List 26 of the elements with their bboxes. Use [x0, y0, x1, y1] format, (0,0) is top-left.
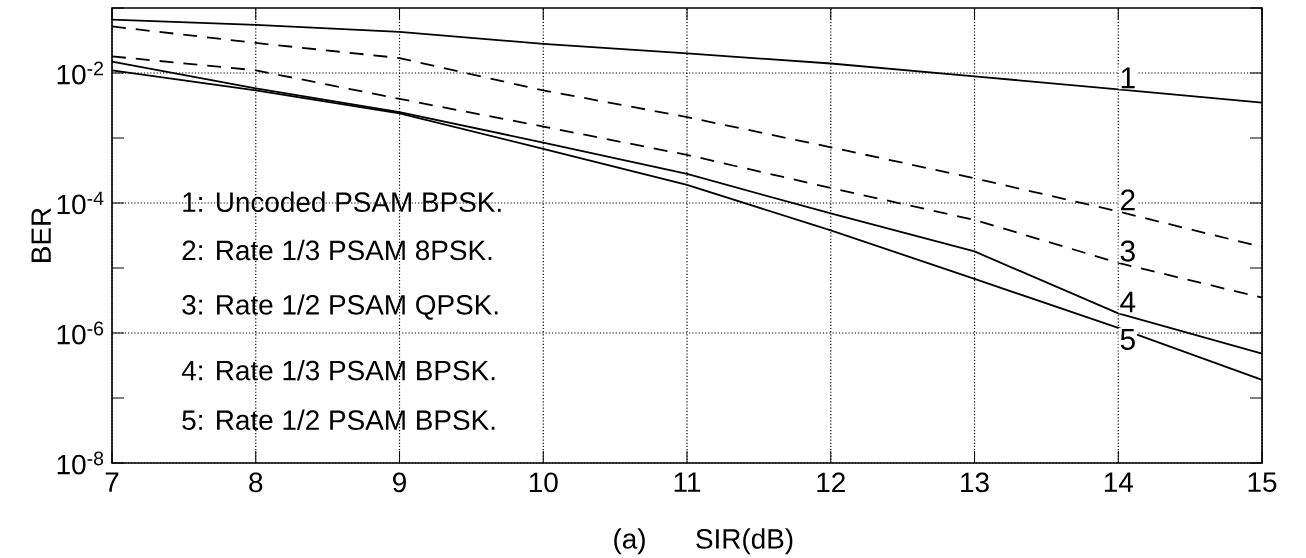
x-tick-label: 15: [1248, 472, 1277, 493]
annotation: 3: Rate 1/2 PSAM QPSK.: [182, 294, 498, 320]
annotation: 1: Uncoded PSAM BPSK.: [183, 191, 501, 213]
x-tick-label: 10: [529, 472, 558, 493]
series-label: 1: [1121, 67, 1135, 89]
series-label: 2: [1120, 189, 1135, 211]
x-tick-label: 14: [1104, 472, 1133, 492]
series-label: 4: [1120, 291, 1136, 313]
y-tick-label: 10$^{-6}$: [57, 321, 104, 345]
y-axis-title: BER: [31, 208, 51, 263]
x-axis-title: SIR(dB): [696, 528, 793, 555]
annotation: 2: Rate 1/3 PSAM 8PSK.: [182, 240, 492, 261]
x-tick-label: 11: [674, 472, 701, 492]
y-tick-label: 10$^{-8}$: [57, 451, 104, 475]
y-tick-label: 10$^{-4}$: [57, 191, 104, 215]
text: (a): [614, 528, 645, 555]
annotation: 5: Rate 1/2 PSAM BPSK.: [182, 409, 495, 431]
x-tick-label: 12: [817, 472, 845, 493]
y-tick-label: 10$^{-2}$: [57, 61, 103, 85]
series-label: 3: [1120, 240, 1135, 262]
x-tick-label: 7: [105, 472, 119, 492]
x-tick-label: 13: [961, 472, 989, 493]
annotation: 4: Rate 1/3 PSAM BPSK.: [181, 360, 495, 381]
series-label: 5: [1120, 329, 1135, 351]
x-tick-label: 9: [393, 472, 406, 493]
x-tick-label: 8: [249, 472, 263, 493]
